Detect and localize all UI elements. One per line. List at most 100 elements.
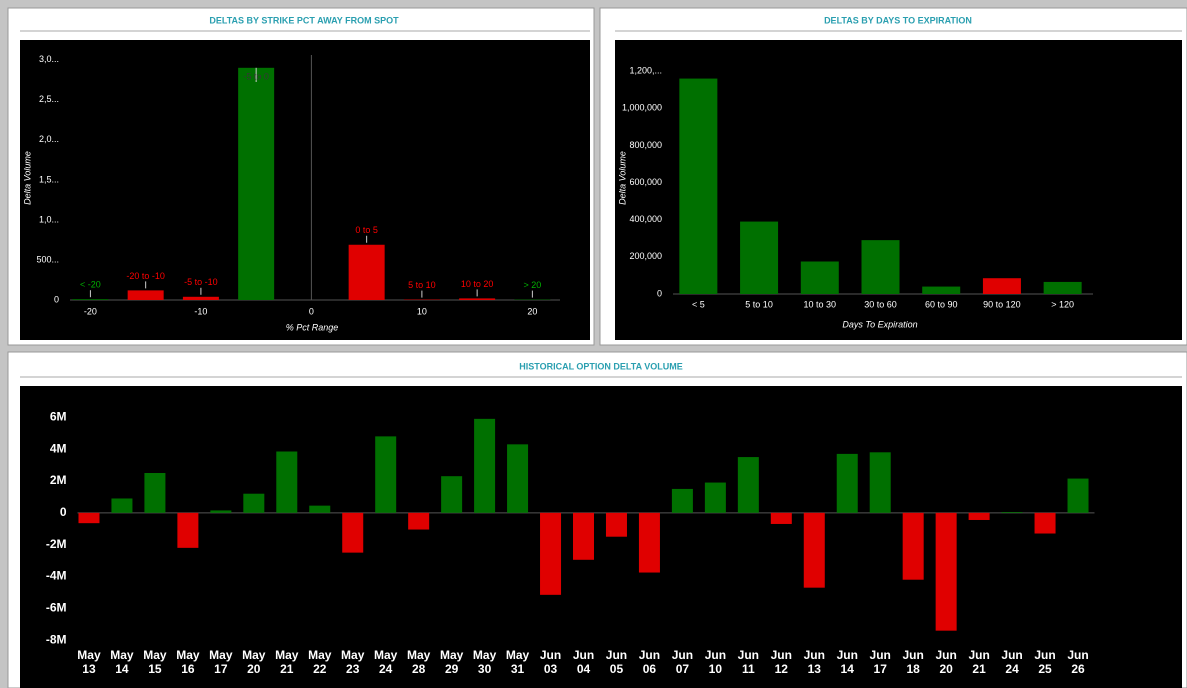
y-tick-label: 0 [60, 505, 67, 519]
bar [238, 67, 275, 300]
x-tick-label: May 22 [308, 648, 332, 676]
bar [638, 512, 660, 573]
bar [704, 482, 726, 513]
x-tick-label: May 16 [176, 648, 200, 676]
bar [342, 512, 364, 553]
bar [1034, 512, 1056, 534]
y-tick-label: 6M [50, 409, 67, 423]
y-tick-label: 500... [36, 254, 59, 264]
x-tick-label: Jun 18 [902, 648, 924, 676]
x-tick-label: Jun 25 [1034, 648, 1056, 676]
bar [182, 296, 219, 300]
y-tick-label: 200,000 [629, 251, 662, 261]
bar [78, 512, 100, 524]
bar [72, 299, 109, 300]
x-tick-label: May 24 [374, 648, 398, 676]
x-tick-label: Jun 06 [638, 648, 661, 676]
y-tick-label: 1,000,000 [622, 103, 662, 113]
x-tick-label: -10 [194, 306, 207, 316]
y-tick-label: 600,000 [629, 177, 662, 187]
y-tick-label: 0 [657, 288, 662, 298]
panel-title: DELTAS BY STRIKE PCT AWAY FROM SPOT [209, 15, 399, 25]
bar [375, 436, 397, 513]
x-tick-label: Jun 26 [1067, 648, 1089, 676]
y-tick-label: 2,5... [39, 94, 59, 104]
x-tick-label: Jun 21 [968, 648, 990, 676]
x-tick-label: May 14 [110, 648, 134, 676]
x-tick-label: May 28 [406, 648, 431, 676]
x-tick-label: > 120 [1051, 299, 1074, 309]
bar [605, 512, 627, 537]
bar [922, 286, 961, 294]
x-axis-title: Days To Expiration [842, 319, 917, 329]
bar [861, 240, 900, 294]
x-tick-label: May 17 [209, 648, 233, 676]
y-tick-label: 1,5... [39, 174, 59, 184]
y-tick-label: -6M [46, 601, 67, 615]
y-tick-label: 1,0... [39, 214, 59, 224]
bar-label: 10 to 20 [461, 279, 494, 289]
x-tick-label: May 29 [439, 648, 464, 676]
bar [540, 512, 562, 595]
y-tick-label: 2,0... [39, 134, 59, 144]
x-tick-label: Jun 20 [935, 648, 957, 676]
x-tick-label: Jun 10 [704, 648, 727, 676]
x-tick-label: May 13 [77, 648, 101, 676]
plot-area [20, 40, 590, 340]
bar [243, 493, 265, 513]
bar-label: -20 to -10 [126, 271, 165, 281]
bar [803, 512, 825, 588]
bar [474, 418, 496, 513]
bar-label: -5 to 0 [243, 71, 269, 81]
bar [144, 473, 166, 513]
bar [770, 512, 792, 524]
x-tick-label: Jun 04 [572, 648, 595, 676]
bar [679, 78, 718, 294]
bar [968, 512, 990, 520]
bar [276, 451, 298, 513]
bar-label: 0 to 5 [355, 225, 378, 235]
y-axis-title: Delta Volume [22, 151, 32, 205]
x-tick-label: Jun 03 [539, 648, 562, 676]
x-tick-label: 0 [309, 306, 314, 316]
x-tick-label: Jun 07 [671, 648, 694, 676]
bar [408, 512, 430, 530]
bar [737, 457, 759, 513]
x-tick-label: May 30 [472, 648, 497, 676]
bar [507, 444, 529, 513]
x-tick-label: May 31 [505, 648, 530, 676]
bar [671, 488, 693, 513]
bar [869, 452, 891, 513]
y-tick-label: -4M [46, 569, 67, 583]
x-tick-label: Jun 12 [770, 648, 792, 676]
x-tick-label: May 15 [143, 648, 167, 676]
bar [573, 512, 594, 560]
bar-label: -5 to -10 [184, 277, 218, 287]
x-tick-label: Jun 24 [1001, 648, 1023, 676]
x-tick-label: Jun 11 [737, 648, 759, 676]
plot-area [20, 386, 1182, 688]
x-tick-label: Jun 14 [836, 648, 858, 676]
panel-title: HISTORICAL OPTION DELTA VOLUME [519, 361, 683, 371]
bar [935, 512, 957, 631]
bar [348, 244, 385, 300]
y-axis-title: Delta Volume [617, 151, 627, 205]
bar-label: 5 to 10 [408, 280, 436, 290]
bar [111, 498, 133, 513]
x-tick-label: 10 to 30 [804, 299, 837, 309]
x-tick-label: -20 [84, 306, 97, 316]
bar [800, 261, 839, 294]
x-tick-label: May 20 [242, 648, 266, 676]
bar [309, 505, 331, 513]
y-tick-label: 1,200,... [629, 66, 662, 76]
bar [127, 290, 164, 300]
bar [1001, 512, 1023, 513]
x-tick-label: 5 to 10 [745, 299, 773, 309]
bar [210, 510, 232, 513]
x-tick-label: Jun 17 [869, 648, 891, 676]
bar [1067, 478, 1089, 513]
bar [740, 221, 779, 294]
x-tick-label: 30 to 60 [864, 299, 897, 309]
